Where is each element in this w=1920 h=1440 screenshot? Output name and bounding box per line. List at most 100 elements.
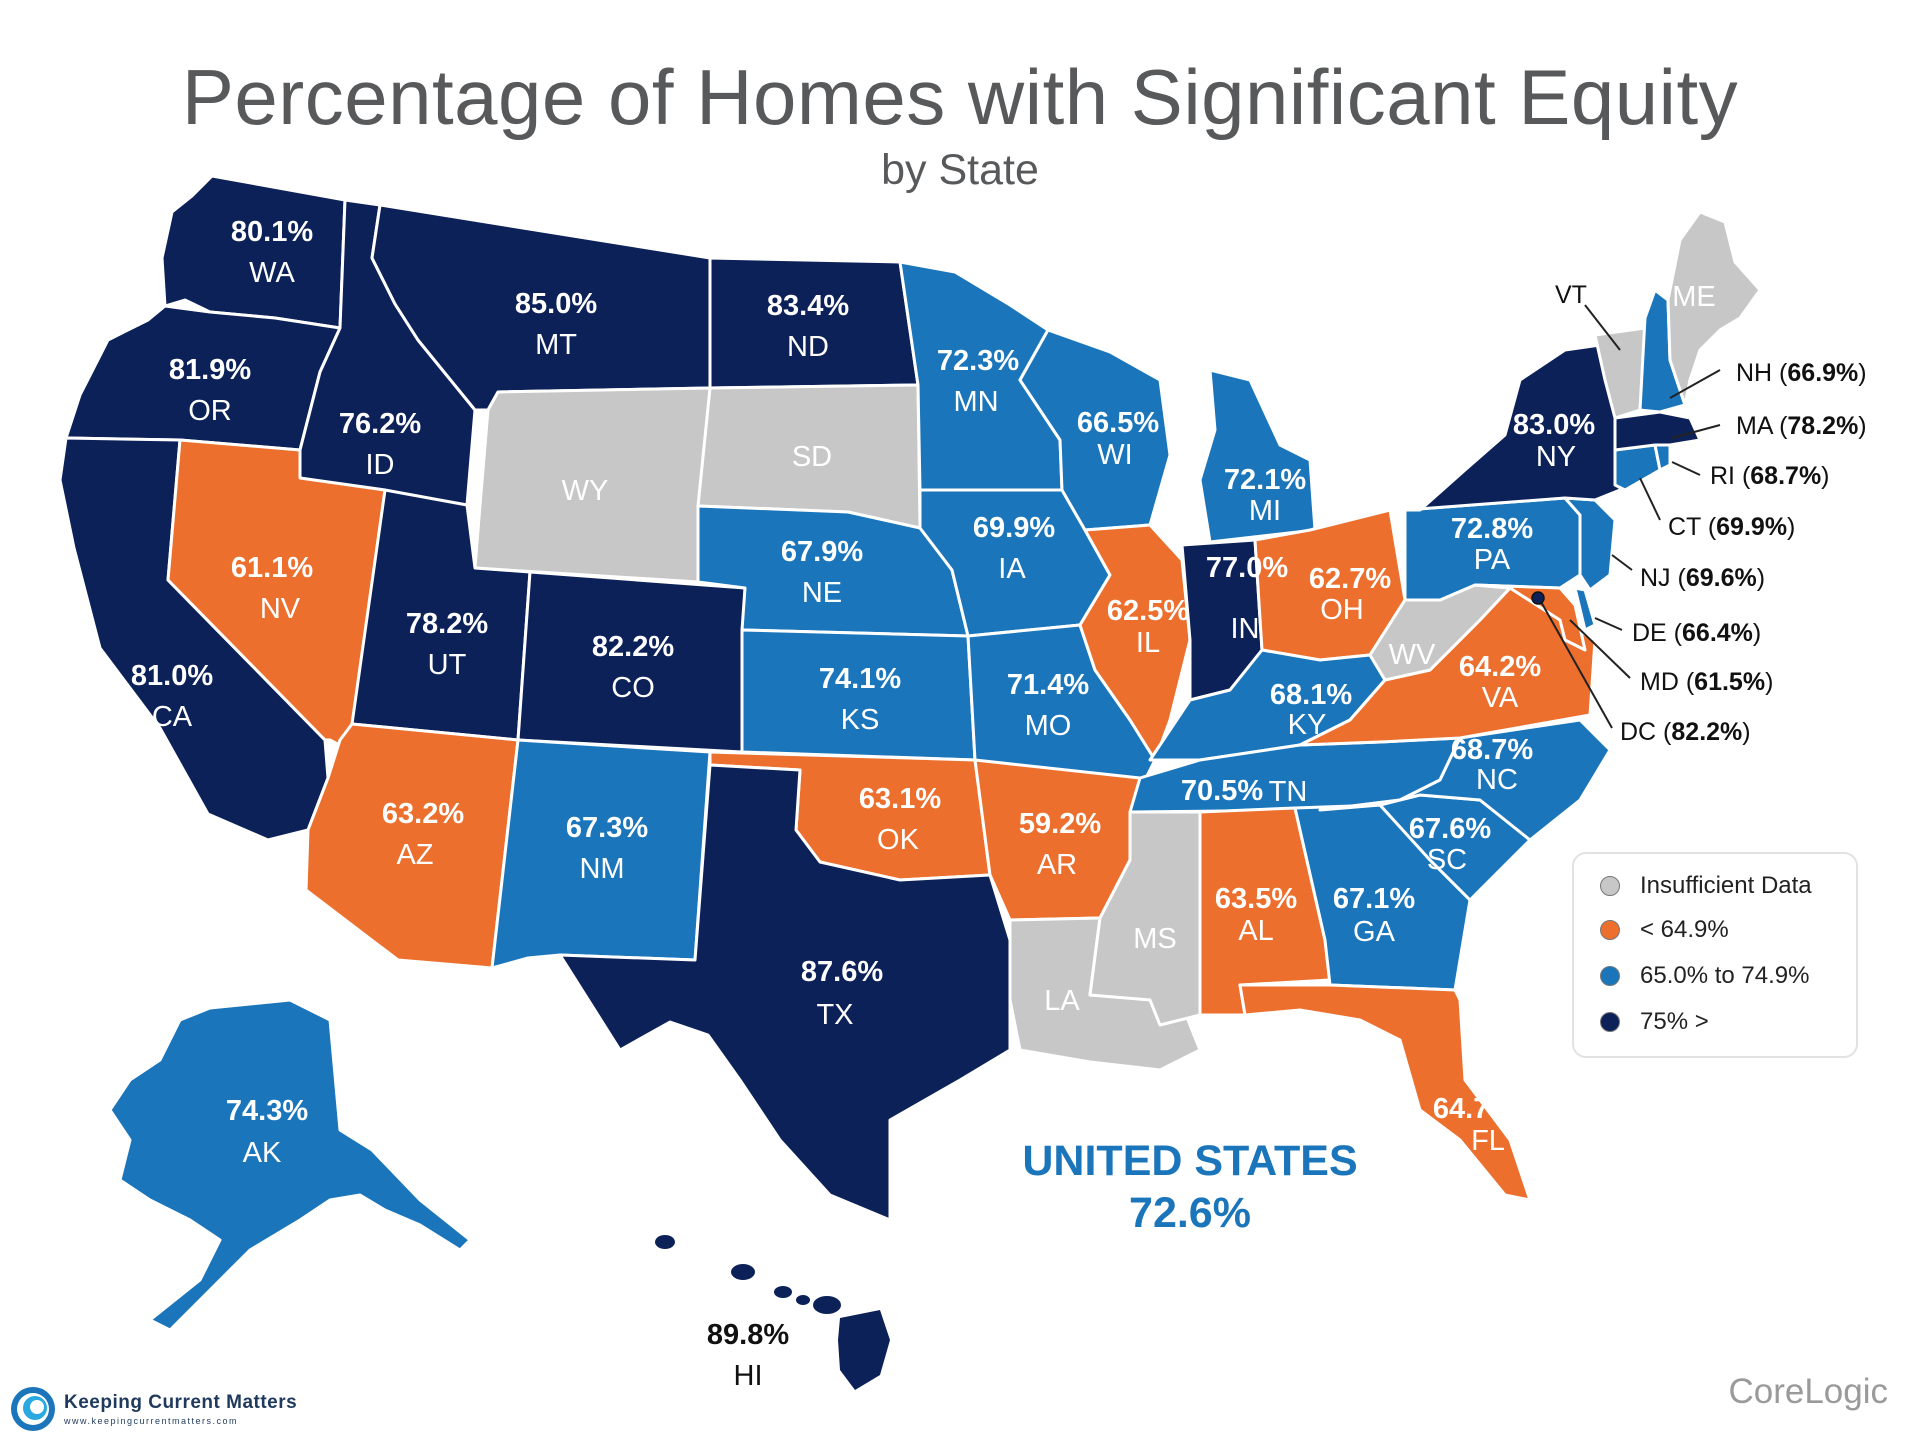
page-subtitle: by State <box>881 146 1039 194</box>
callout-CT-abbr: CT <box>1668 513 1701 541</box>
label-OH-abbr: OH <box>1320 594 1364 626</box>
label-GA-abbr: GA <box>1353 916 1396 948</box>
label-NY-abbr: NY <box>1536 441 1576 473</box>
callout-MA-abbr: MA <box>1736 412 1774 440</box>
legend-label-low: < 64.9% <box>1640 916 1729 943</box>
page-title: Percentage of Homes with Significant Equ… <box>181 53 1739 141</box>
label-GA-value: 67.1% <box>1333 883 1415 915</box>
label-WA-abbr: WA <box>249 257 295 289</box>
label-SC-value: 67.6% <box>1409 813 1491 845</box>
label-UT-value: 78.2% <box>406 608 488 640</box>
legend-swatch-insufficient <box>1600 876 1620 896</box>
label-AL-abbr: AL <box>1238 915 1273 947</box>
label-TN-value: 70.5% <box>1181 775 1263 807</box>
brand-logo: Keeping Current Matters www.keepingcurre… <box>8 1384 297 1434</box>
label-FL-value: 64.7% <box>1433 1093 1515 1125</box>
callout-DE-close: ) <box>1753 619 1761 647</box>
legend: Insufficient Data < 64.9% 65.0% to 74.9%… <box>1572 852 1858 1058</box>
source-credit: CoreLogic <box>1728 1372 1888 1411</box>
leader-MD <box>1569 619 1631 679</box>
callout-DE-abbr: DE <box>1632 619 1667 647</box>
legend-item-insufficient: Insufficient Data <box>1600 866 1812 906</box>
label-KS-value: 74.1% <box>819 663 901 695</box>
label-OK-value: 63.1% <box>859 783 941 815</box>
label-SC-abbr: SC <box>1427 844 1467 876</box>
label-NM-abbr: NM <box>579 853 624 885</box>
legend-label-mid: 65.0% to 74.9% <box>1640 962 1810 989</box>
brand-url: www.keepingcurrentmatters.com <box>64 1416 239 1426</box>
label-FL-abbr: FL <box>1471 1125 1505 1157</box>
state-NJ <box>1563 496 1617 592</box>
callout-MA-open: ( <box>1772 412 1788 440</box>
label-TX-value: 87.6% <box>801 956 883 988</box>
label-MS-abbr: MS <box>1133 923 1177 955</box>
label-OK-abbr: OK <box>877 824 920 856</box>
state-VT <box>1593 326 1647 420</box>
label-IA-value: 69.9% <box>973 512 1055 544</box>
label-NV-value: 61.1% <box>231 552 313 584</box>
callout-RI-abbr: RI <box>1710 462 1735 490</box>
callout-DC-abbr: DC <box>1620 718 1656 746</box>
label-NM-value: 67.3% <box>566 812 648 844</box>
label-TN-abbr: TN <box>1269 776 1308 808</box>
legend-item-mid: 65.0% to 74.9% <box>1600 956 1809 996</box>
callout-RI-value: 68.7% <box>1750 462 1821 490</box>
callout-NJ: NJ (69.6%) <box>1640 564 1765 592</box>
label-WV-abbr: WV <box>1389 639 1436 671</box>
label-MN-abbr: MN <box>953 386 998 418</box>
legend-item-high: 75% > <box>1600 1002 1709 1042</box>
label-MN-value: 72.3% <box>937 345 1019 377</box>
swirl-logo-icon <box>11 1387 55 1431</box>
legend-label-insufficient: Insufficient Data <box>1640 872 1812 899</box>
callout-RI-close: ) <box>1821 462 1829 490</box>
state-NC <box>1318 718 1612 842</box>
legend-swatch-mid <box>1600 966 1620 986</box>
label-IN-value: 77.0% <box>1206 552 1288 584</box>
label-VA-value: 64.2% <box>1459 651 1541 683</box>
label-MI-value: 72.1% <box>1224 464 1306 496</box>
state-AK <box>108 998 472 1332</box>
label-NY-value: 83.0% <box>1513 409 1595 441</box>
callout-NH-abbr: NH <box>1736 359 1772 387</box>
us-total-label: UNITED STATES <box>1022 1137 1358 1185</box>
callout-MD-close: ) <box>1765 668 1773 696</box>
label-OH-value: 62.7% <box>1309 563 1391 595</box>
label-MO-value: 71.4% <box>1007 669 1089 701</box>
us-total: UNITED STATES 72.6% <box>1000 1135 1380 1239</box>
label-OR-abbr: OR <box>188 395 232 427</box>
leader-CT <box>1639 477 1661 521</box>
state-ND <box>708 256 920 390</box>
brand-name: Keeping Current Matters <box>64 1392 298 1413</box>
label-WA-value: 80.1% <box>231 216 313 248</box>
state-FL <box>1238 983 1532 1202</box>
label-NE-value: 67.9% <box>781 536 863 568</box>
label-LA-abbr: LA <box>1044 985 1080 1017</box>
callout-CT-close: ) <box>1787 513 1795 541</box>
label-PA-value: 72.8% <box>1451 513 1533 545</box>
state-HI <box>655 1235 890 1390</box>
callout-DC: DC (82.2%) <box>1620 718 1751 746</box>
legend-swatch-high <box>1600 1012 1620 1032</box>
label-KS-abbr: KS <box>841 704 880 736</box>
state-DE <box>1573 586 1597 632</box>
callout-NJ-open: ( <box>1671 564 1687 592</box>
dc-marker <box>1531 591 1545 605</box>
legend-swatch-low <box>1600 920 1620 940</box>
label-MI-abbr: MI <box>1249 495 1281 527</box>
label-UT-abbr: UT <box>428 649 467 681</box>
label-NC-value: 68.7% <box>1451 734 1533 766</box>
leader-VT <box>1584 304 1621 351</box>
leader-NH <box>1669 369 1721 399</box>
callout-NH: NH (66.9%) <box>1736 359 1867 387</box>
callout-MD-open: ( <box>1679 668 1695 696</box>
state-ME <box>1666 210 1762 407</box>
callout-DC-close: ) <box>1742 718 1750 746</box>
state-MA <box>1613 410 1702 452</box>
callout-CT: CT (69.9%) <box>1668 513 1795 541</box>
state-TX <box>558 763 1012 1222</box>
label-HI-abbr: HI <box>734 1360 763 1392</box>
label-KY-abbr: KY <box>1288 709 1327 741</box>
state-shapes <box>58 174 1762 1390</box>
label-AR-value: 59.2% <box>1019 808 1101 840</box>
